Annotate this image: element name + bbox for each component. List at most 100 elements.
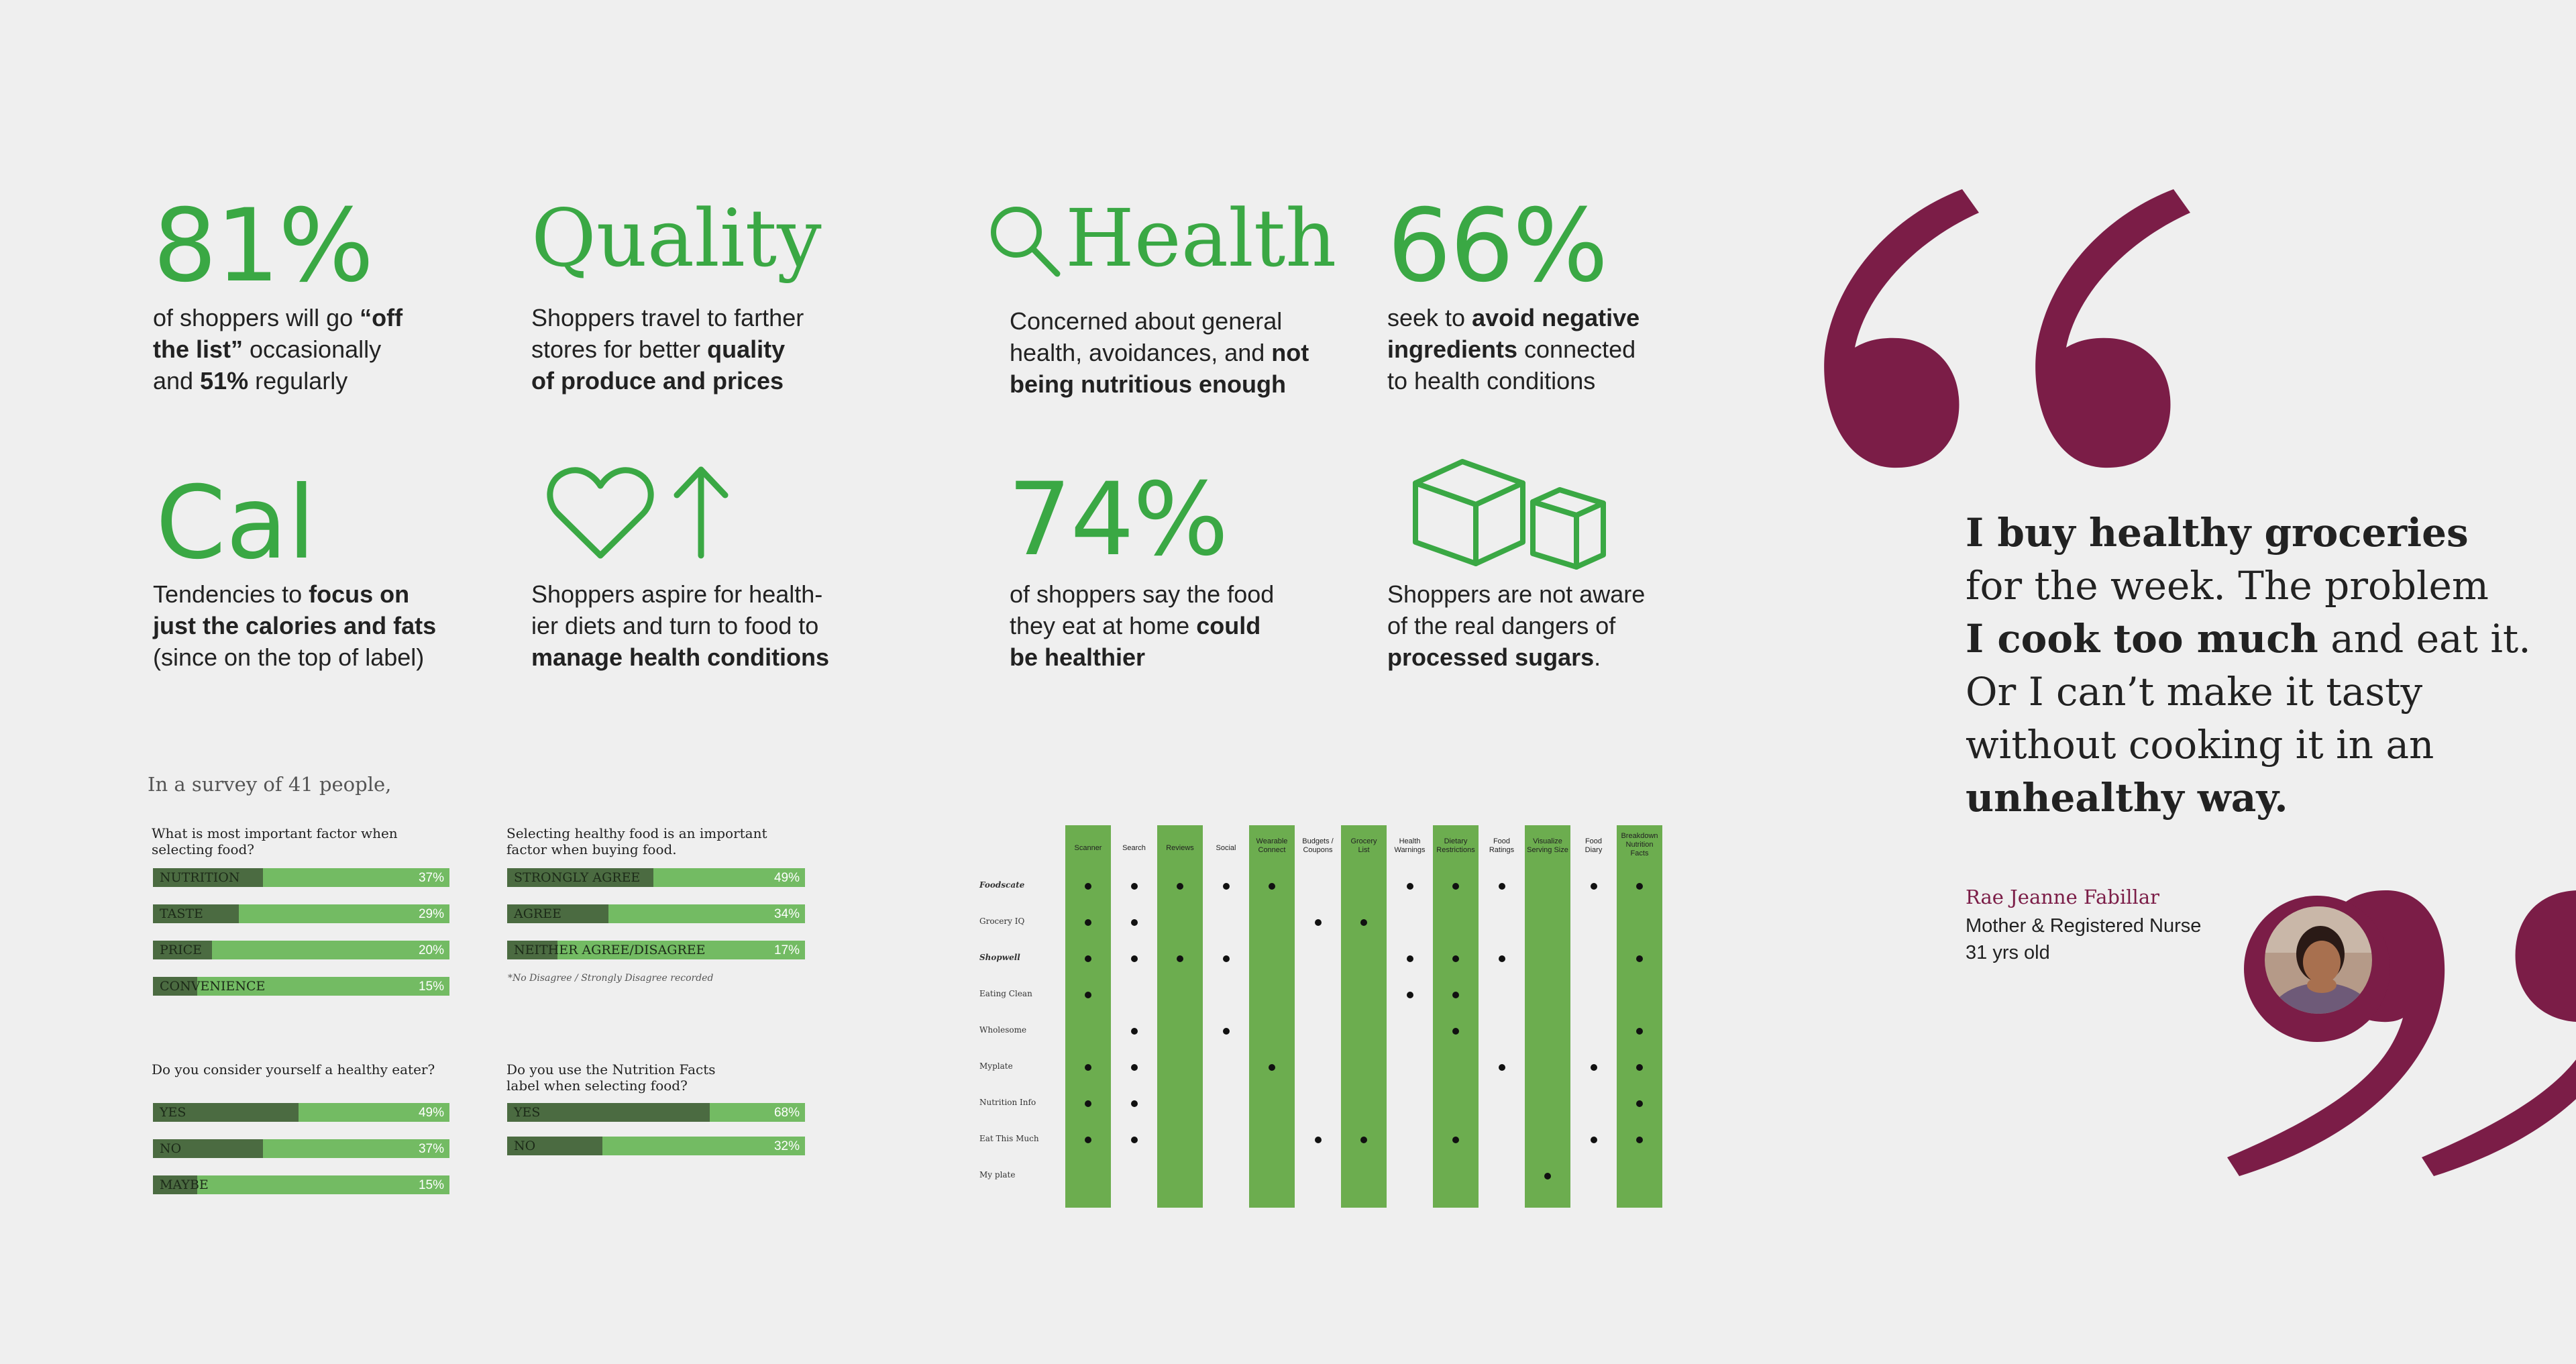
matrix-row-label: Wholesome	[979, 1025, 1027, 1035]
survey-bar: TASTE 29%	[153, 904, 449, 923]
matrix-dot	[1636, 1137, 1643, 1143]
matrix-row-label: My plate	[979, 1170, 1016, 1179]
matrix-dot	[1085, 992, 1091, 998]
boxes-icon	[1413, 459, 1606, 570]
survey-bar-fill	[153, 977, 198, 996]
matrix-dot	[1498, 955, 1505, 962]
matrix-row-label: Shopwell	[979, 953, 1020, 962]
stat-74-headline: 74%	[1008, 462, 1228, 578]
matrix-dot	[1085, 1064, 1091, 1071]
quote-author-age: 31 yrs old	[1966, 942, 2050, 963]
survey-q1-text: What is most important factor when select…	[152, 825, 398, 857]
matrix-row-label: Nutrition Info	[979, 1098, 1036, 1107]
matrix-dot	[1590, 1064, 1597, 1071]
survey-bar-label: NO	[160, 1141, 182, 1156]
matrix-dot	[1360, 919, 1367, 926]
survey-bar: NO 32%	[507, 1137, 805, 1155]
survey-bar-fill	[507, 1137, 603, 1155]
survey-bar: YES 49%	[153, 1103, 449, 1122]
stat-81-description: of shoppers will go “off the list” occas…	[153, 304, 403, 395]
stat-66-description: seek to avoid negative ingredients conne…	[1387, 304, 1640, 395]
stat-boxes-description: Shoppers are not aware of the real dange…	[1387, 580, 1646, 671]
matrix-dot	[1636, 1064, 1643, 1071]
stat-74-description: of shoppers say the food they eat at hom…	[1010, 580, 1275, 671]
survey-bar-label: TASTE	[160, 906, 203, 921]
survey-bar-percent: 49%	[773, 871, 800, 885]
matrix-dot	[1452, 992, 1459, 998]
matrix-dot	[1130, 955, 1138, 962]
avatar	[2265, 906, 2372, 1014]
matrix-dot	[1452, 1137, 1459, 1143]
survey-bar-percent: 37%	[418, 1142, 444, 1156]
matrix-column-band	[1525, 825, 1570, 1208]
matrix-dot	[1636, 883, 1643, 890]
matrix-dot	[1452, 883, 1459, 890]
matrix-column-header: Scanner	[1074, 844, 1102, 852]
survey-q3-text: Do you consider yourself a healthy eater…	[152, 1061, 435, 1078]
survey-bar: NEITHER AGREE/DISAGREE 17%	[507, 941, 805, 959]
matrix-dot	[1177, 883, 1183, 890]
matrix-row-label: Myplate	[979, 1061, 1013, 1071]
survey-bar-percent: 15%	[418, 980, 444, 994]
survey-q2-text: Selecting healthy food is an important fa…	[506, 825, 767, 857]
matrix-column-header: Reviews	[1166, 844, 1194, 852]
matrix-dot	[1636, 1100, 1643, 1107]
matrix-dot	[1498, 1064, 1505, 1071]
matrix-dot	[1269, 1064, 1275, 1071]
matrix-dot	[1636, 955, 1643, 962]
survey-bar-fill	[507, 1103, 710, 1122]
survey-bar-percent: 20%	[418, 943, 444, 957]
matrix-dot	[1222, 883, 1230, 890]
matrix-dot	[1590, 1137, 1597, 1143]
matrix-column-band	[1341, 825, 1387, 1208]
matrix-dot	[1085, 1137, 1091, 1143]
stat-cal-headline: Cal	[156, 465, 316, 582]
stat-quality-headline: Quality	[531, 192, 822, 284]
matrix-dot	[1130, 1028, 1138, 1035]
matrix-dot	[1406, 883, 1413, 890]
matrix-row-label: Grocery IQ	[979, 916, 1025, 926]
survey-bar-label: NEITHER AGREE/DISAGREE	[514, 943, 706, 957]
matrix-dot	[1360, 1137, 1367, 1143]
matrix-column-header: Food Ratings	[1489, 837, 1515, 854]
matrix-column-header: Food Diary	[1585, 837, 1603, 854]
stat-cal-description: Tendencies to focus on just the calories…	[153, 580, 437, 671]
quote-text: I buy healthy groceries for the week. Th…	[1966, 510, 2531, 821]
quote-author-role: Mother & Registered Nurse	[1966, 915, 2202, 937]
survey-bar-label: PRICE	[160, 943, 203, 957]
matrix-dot	[1269, 883, 1275, 890]
matrix-dot	[1636, 1028, 1643, 1035]
survey-bar-fill	[153, 1175, 198, 1194]
matrix-dot	[1314, 1137, 1322, 1143]
arrow-up-icon	[674, 466, 729, 559]
survey-bar-fill	[153, 941, 213, 959]
survey-title: In a survey of 41 people,	[148, 773, 392, 796]
survey-bar-fill	[507, 868, 653, 887]
quote-author-name: Rae Jeanne Fabillar	[1966, 886, 2159, 908]
survey-bar-label: AGREE	[514, 906, 561, 921]
matrix-column-header: Search	[1122, 844, 1146, 852]
stat-health-headline: Health	[1065, 192, 1337, 284]
survey-bar: NUTRITION 37%	[153, 868, 449, 887]
survey-bar-percent: 32%	[773, 1139, 800, 1153]
matrix-dot	[1406, 955, 1413, 962]
survey-bar-fill	[153, 868, 263, 887]
matrix-dot	[1177, 955, 1183, 962]
survey-bar-fill	[153, 904, 239, 923]
survey-bar-label: CONVENIENCE	[160, 979, 266, 994]
survey-bar-percent: 37%	[418, 871, 444, 885]
survey-bar-label: NO	[514, 1139, 536, 1153]
matrix-dot	[1498, 883, 1505, 890]
survey-bar: CONVENIENCE 15%	[153, 977, 449, 996]
survey-bar-label: NUTRITION	[160, 870, 240, 885]
survey-bar-percent: 29%	[418, 907, 444, 921]
matrix-row-label: Foodscate	[979, 880, 1025, 890]
matrix-dot	[1222, 955, 1230, 962]
matrix-dot	[1406, 992, 1413, 998]
survey-bar-fill	[153, 1139, 263, 1158]
survey-bar: PRICE 20%	[153, 941, 449, 959]
matrix-dot	[1452, 1028, 1459, 1035]
matrix-dot	[1314, 919, 1322, 926]
survey-bar-percent: 34%	[773, 907, 800, 921]
matrix-dot	[1085, 883, 1091, 890]
